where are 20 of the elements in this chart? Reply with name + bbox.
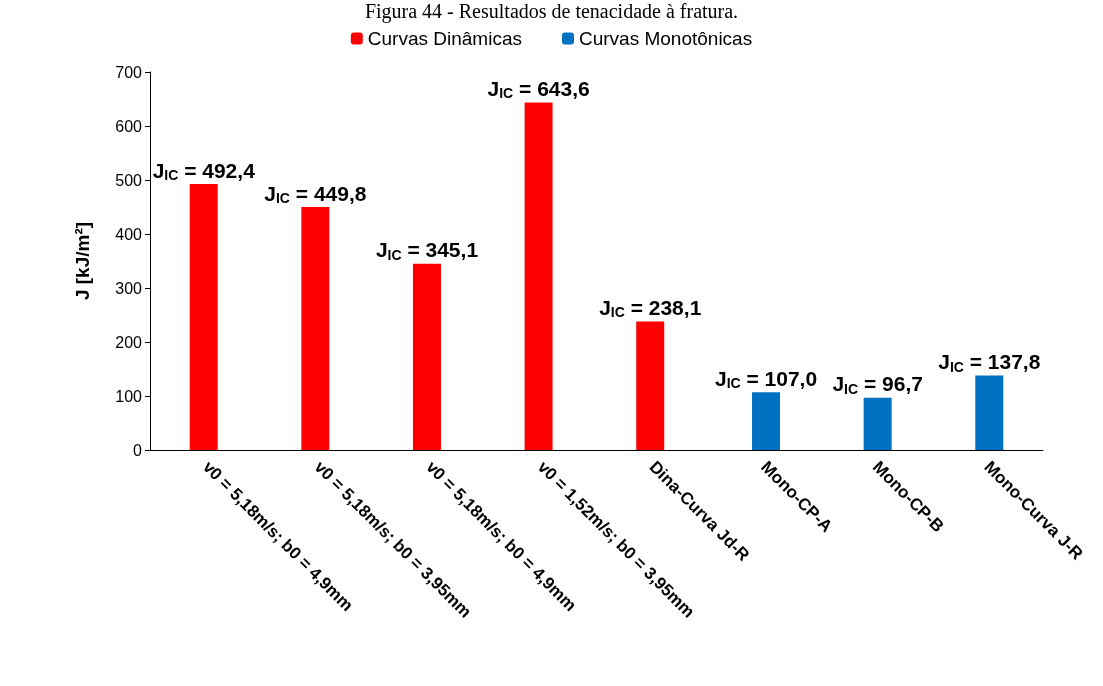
bar bbox=[301, 207, 330, 450]
legend-label: Curvas Dinâmicas bbox=[367, 28, 522, 49]
bar bbox=[524, 102, 553, 450]
bar bbox=[189, 184, 218, 450]
y-tick-label: 0 bbox=[133, 441, 143, 459]
bar bbox=[636, 321, 665, 450]
y-tick-label: 400 bbox=[115, 225, 143, 243]
y-tick-label: 300 bbox=[115, 279, 143, 297]
bar bbox=[412, 263, 441, 450]
y-tick-label: 700 bbox=[115, 63, 143, 81]
bar bbox=[975, 375, 1004, 450]
y-tick-label: 100 bbox=[115, 387, 143, 405]
bar bbox=[752, 392, 781, 450]
bar bbox=[863, 397, 892, 450]
y-tick-label: 600 bbox=[115, 117, 143, 135]
legend-label: Curvas Monotônicas bbox=[578, 28, 753, 49]
y-tick-label: 500 bbox=[115, 171, 143, 189]
chart-title: Figura 44 - Resultados de tenacidade à fratura. bbox=[364, 0, 739, 23]
y-tick-label: 200 bbox=[115, 333, 143, 351]
y-axis-title: J [kJ/m²] bbox=[72, 221, 93, 301]
